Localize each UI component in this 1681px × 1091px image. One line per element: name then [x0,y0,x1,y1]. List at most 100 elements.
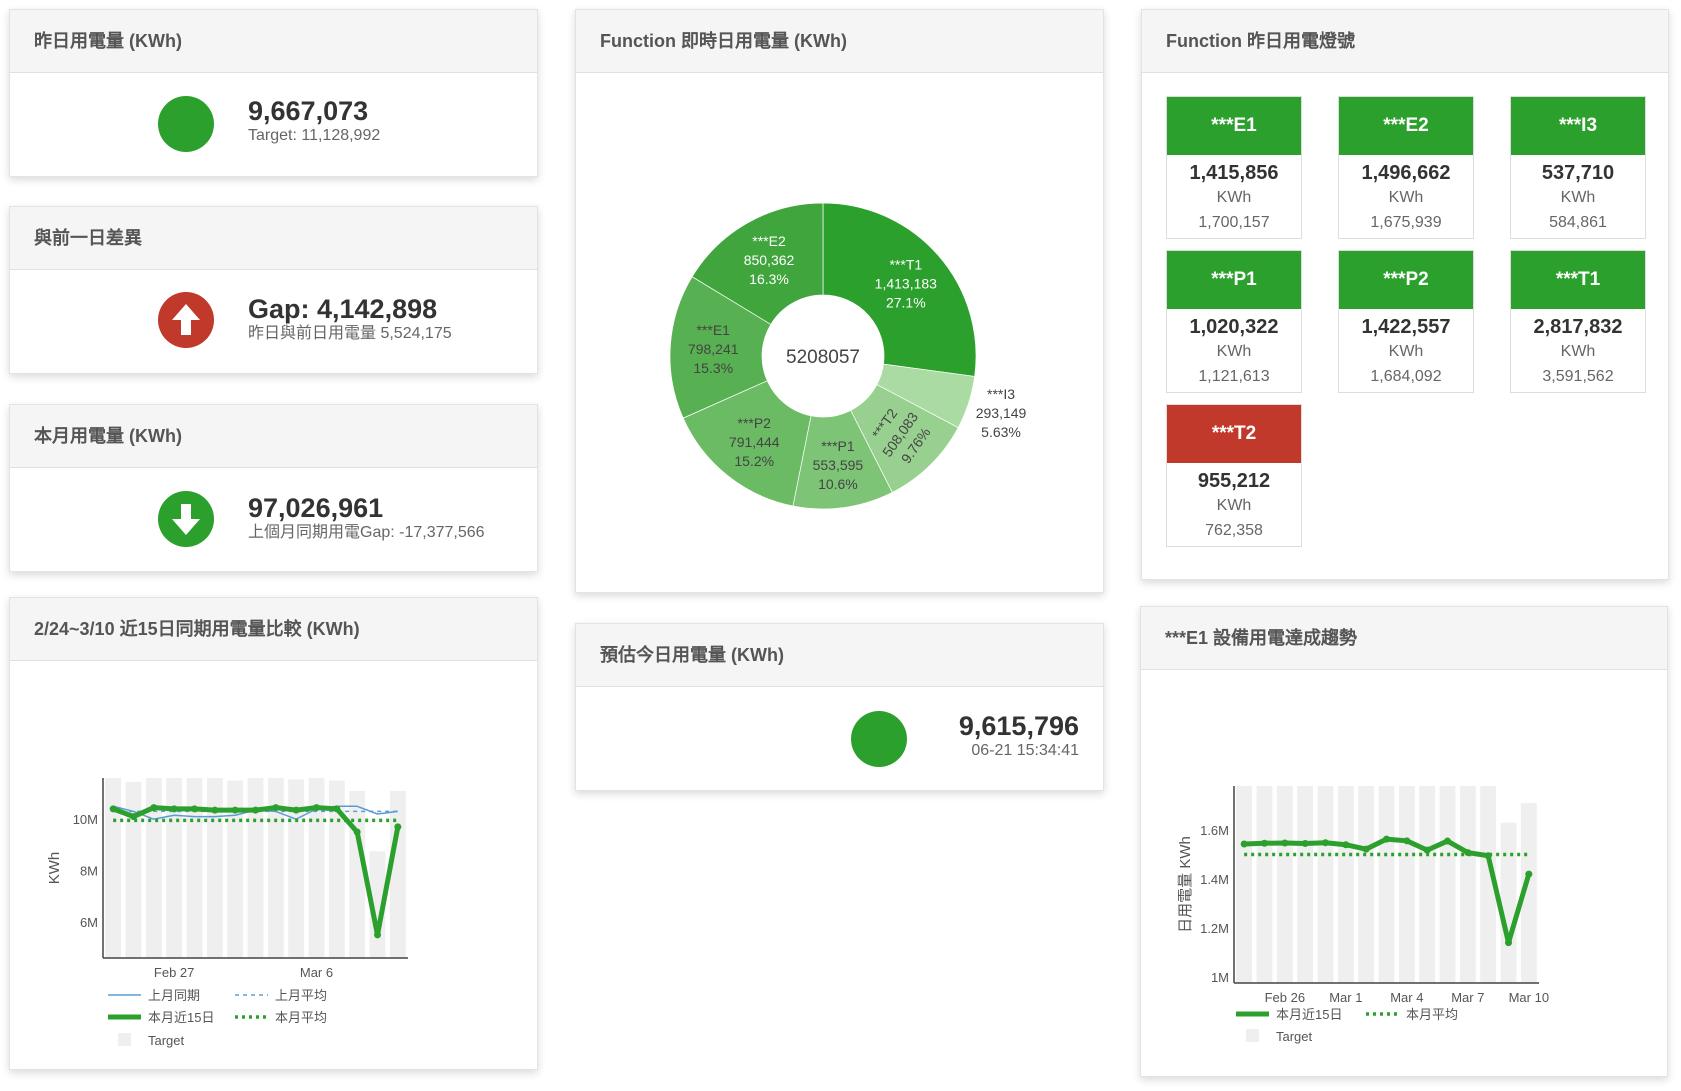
target-bar [247,778,264,958]
data-point [130,813,137,821]
y-tick-label: 1M [1211,970,1229,985]
light-tile: ***T1 2,817,832 KWh 3,591,562 [1510,250,1646,393]
light-tile: ***E1 1,415,856 KWh 1,700,157 [1166,96,1302,239]
kpi-time: 06-21 15:34:41 [971,742,1079,759]
tile-header: ***T1 [1511,251,1645,309]
slice-label: ***T1 1,413,183 27.1% [875,257,937,311]
slice-name: ***T1 [889,257,922,273]
target-bar [1439,786,1456,983]
donut-slice [822,202,977,377]
data-point [191,805,198,813]
tile-value: 1,415,856 [1189,162,1279,184]
x-tick-label: Mar 7 [1451,990,1484,1005]
target-bar [288,779,305,958]
tile-value: 1,020,322 [1189,316,1279,338]
yesterday-card: 昨日用電量 (KWh) 9,667,073 Target: 11,128,992 [9,9,538,177]
donut-center-total: 5208057 [786,347,860,368]
slice-pct: 27.1% [886,295,926,311]
target-bar [227,780,244,958]
target-bar [206,778,223,958]
tile-target: 1,684,092 [1370,368,1442,385]
target-bar [328,780,345,958]
slice-label: ***P1 553,595 10.6% [813,438,864,492]
card-title: 本月用電量 (KWh) [10,405,537,468]
legend-label: Target [148,1033,185,1048]
data-point [1505,939,1512,947]
card-title: 昨日用電量 (KWh) [10,10,537,73]
target-bar [1358,786,1375,983]
data-point [1444,837,1451,845]
data-point [252,806,259,814]
donut-chart: ***T1 1,413,183 27.1% ***I3 293,149 5.63% ***T… [669,202,1027,510]
slice-label: ***P2 791,444 15.2% [729,415,780,469]
slice-label: ***I3 293,149 5.63% [976,386,1027,440]
tile-unit: KWh [1560,189,1596,206]
light-tile: ***P2 1,422,557 KWh 1,684,092 [1338,250,1474,393]
tile-header: ***E1 [1167,97,1301,155]
y-axis-label: 日用電量 KWh [1177,836,1194,933]
tile-value: 1,496,662 [1361,162,1451,184]
kpi-value: 97,026,961 [248,493,384,523]
light-tile: ***I3 537,710 KWh 584,861 [1510,96,1646,239]
card-title: 預估今日用電量 (KWh) [576,624,1103,687]
x-tick-label: Mar 4 [1390,990,1423,1005]
y-tick-label: 10M [73,812,98,827]
card-title: 與前一日差異 [10,207,537,270]
data-point [333,805,341,813]
slice-name: ***P1 [821,438,855,454]
tile-value: 955,212 [1197,470,1271,492]
target-bar [186,778,203,958]
tile-target: 1,121,613 [1198,368,1270,385]
legend-label: 本月平均 [1406,1007,1458,1022]
target-bar [1236,786,1253,983]
tile-target: 1,675,939 [1370,214,1442,231]
target-bar [145,778,162,958]
slice-name: ***P2 [738,415,772,431]
target-bar [1378,786,1395,983]
data-point [292,806,300,814]
tile-header: ***T2 [1167,405,1301,463]
donut-slice [691,202,824,325]
data-point [1403,837,1411,845]
tile-unit: KWh [1216,189,1252,206]
tile-value: 537,710 [1541,162,1615,184]
target-bar [1500,822,1517,983]
y-tick-label: 1.2M [1200,921,1229,936]
data-point [1342,841,1350,849]
slice-pct: 10.6% [818,476,858,492]
slice-name: ***E1 [696,322,730,338]
compare-chart-card: 2/24~3/10 近15日同期用電量比較 (KWh) 6M 8M 10M Feb 2… [9,597,538,1070]
kpi-value: 9,615,796 [958,711,1079,741]
slice-value: 798,241 [688,341,739,357]
donut-slice [682,380,812,507]
estimate-card: 預估今日用電量 (KWh) 9,615,796 06-21 15:34:41 [575,623,1104,791]
target-bar [1459,786,1476,983]
slice-value: 553,595 [813,457,864,473]
tile-header: ***P1 [1167,251,1301,309]
target-bar [349,790,366,958]
tile-unit: KWh [1388,189,1424,206]
kpi-value: 9,667,073 [248,96,369,126]
arrow-up-icon [158,292,214,348]
card-title: ***E1 設備用電達成趨勢 [1141,607,1667,670]
slice-pct: 5.63% [981,424,1021,440]
slice-label: ***E1 798,241 15.3% [688,322,739,376]
data-point [313,804,320,812]
target-bar [1520,803,1537,983]
data-point [150,804,158,812]
tile-target: 584,861 [1549,214,1607,231]
tile-value: 1,422,557 [1361,316,1451,338]
status-indicator [851,711,907,767]
target-bar [1337,786,1354,983]
legend-label: 上月平均 [275,988,327,1003]
legend-label: 本月平均 [275,1010,327,1025]
tile-target: 3,591,562 [1542,368,1614,385]
tile-header: ***P2 [1339,251,1473,309]
target-bar [125,781,142,958]
y-tick-label: 8M [80,864,98,879]
target-bar [308,778,325,958]
x-tick-label: Mar 1 [1329,990,1362,1005]
target-bar [166,778,183,958]
donut-slice [669,276,772,419]
